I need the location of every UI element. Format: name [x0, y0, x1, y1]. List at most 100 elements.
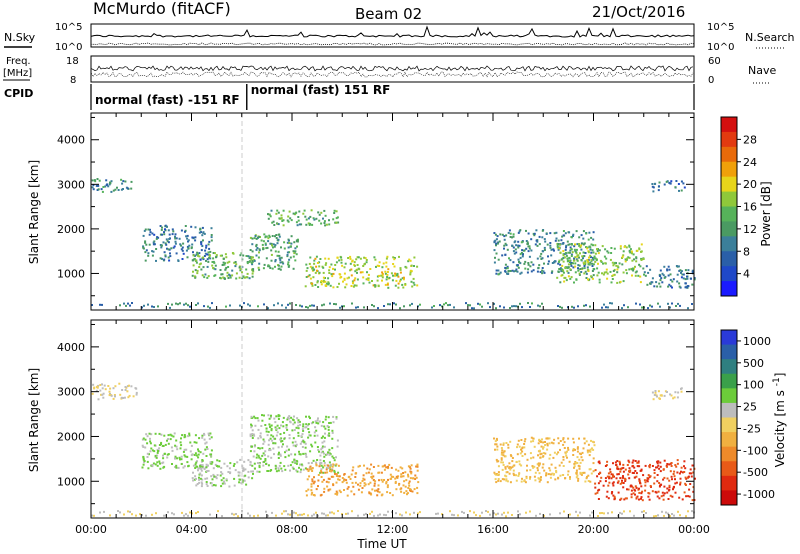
colorbar-tick-label: -25 [743, 422, 761, 435]
echo-cell [194, 254, 196, 257]
echo-cell [416, 486, 419, 489]
echo-cell [567, 470, 570, 473]
echo-cell [179, 243, 182, 246]
echo-cell [209, 462, 212, 465]
echo-cell [598, 249, 601, 252]
echo-cell [685, 515, 687, 518]
echo-cell [275, 427, 278, 430]
echo-cell [179, 458, 181, 461]
echo-cell [91, 179, 94, 182]
echo-cell [579, 471, 582, 474]
echo-cell [357, 514, 359, 517]
echo-cell [93, 179, 96, 182]
echo-cell [495, 458, 498, 461]
echo-cell [235, 277, 238, 280]
echo-cell [251, 429, 254, 432]
echo-cell [604, 480, 607, 483]
echo-cell [198, 467, 201, 470]
echo-cell [567, 448, 570, 451]
x-tick-label: 12:00 [377, 523, 409, 536]
echo-cell [299, 442, 302, 445]
echo-cell [678, 269, 681, 272]
echo-cell [502, 443, 505, 446]
echo-cell [520, 271, 523, 274]
echo-cell [558, 243, 561, 246]
echo-cell [175, 302, 177, 305]
echo-cell [680, 271, 682, 274]
echo-cell [509, 270, 512, 272]
echo-cell [223, 480, 225, 483]
echo-cell [253, 445, 256, 448]
echo-cell [316, 446, 319, 448]
echo-cell [660, 495, 663, 498]
echo-cell [322, 271, 325, 274]
echo-cell [555, 453, 558, 456]
echo-cell [393, 302, 395, 305]
echo-cell [577, 464, 580, 467]
echo-cell [377, 307, 379, 310]
echo-cell [691, 303, 693, 305]
echo-cell [481, 305, 483, 308]
echo-cell [553, 232, 556, 235]
echo-cell [341, 264, 344, 267]
echo-cell [530, 249, 533, 252]
echo-cell [198, 231, 201, 234]
echo-cell [276, 209, 279, 212]
echo-cell [648, 465, 651, 468]
echo-cell [575, 251, 578, 254]
echo-cell [399, 268, 402, 271]
echo-cell [299, 453, 302, 456]
echo-cell [209, 250, 212, 253]
echo-cell [287, 246, 290, 249]
echo-cell [355, 284, 358, 287]
echo-cell [308, 434, 311, 437]
noise-tick-low-right: 10^0 [707, 42, 734, 53]
echo-cell [97, 184, 100, 187]
echo-cell [268, 449, 271, 452]
echo-cell [268, 417, 271, 420]
echo-cell [370, 493, 373, 496]
echo-cell [503, 450, 506, 453]
echo-cell [632, 472, 635, 474]
echo-cell [312, 217, 315, 220]
freq-label-top: Freq. [6, 56, 31, 67]
echo-cell [227, 277, 230, 279]
echo-cell [110, 394, 113, 397]
echo-cell [407, 487, 410, 489]
echo-cell [294, 444, 297, 447]
echo-cell [627, 256, 630, 259]
echo-cell [169, 255, 172, 258]
echo-cell [277, 223, 280, 226]
echo-cell [544, 240, 547, 243]
echo-cell [666, 491, 669, 494]
echo-cell [562, 438, 565, 441]
echo-cell [189, 450, 192, 453]
echo-cell [670, 475, 673, 478]
echo-cell [583, 265, 586, 267]
echo-cell [267, 414, 270, 417]
echo-cell [182, 242, 185, 245]
echo-cell [275, 470, 278, 473]
echo-cell [274, 426, 277, 429]
echo-cell [309, 434, 312, 437]
echo-cell [183, 303, 185, 306]
colorbar-swatch [721, 490, 737, 506]
echo-cell [310, 422, 313, 425]
echo-cell [632, 486, 635, 489]
echo-cell [394, 480, 397, 483]
echo-cell [663, 485, 666, 488]
echo-cell [365, 259, 368, 261]
echo-cell [355, 472, 358, 475]
echo-cell [385, 514, 387, 517]
echo-cell [377, 484, 380, 487]
nsearch-label: N.Search [745, 31, 795, 44]
echo-cell [292, 255, 295, 258]
nsearch-trace [90, 42, 695, 46]
echo-cell [518, 460, 521, 463]
echo-cell [657, 390, 660, 393]
echo-cell [634, 470, 637, 472]
echo-cell [520, 241, 523, 244]
colorbar-swatch [721, 388, 737, 404]
colorbar-swatch [721, 475, 737, 491]
echo-cell [578, 437, 580, 440]
